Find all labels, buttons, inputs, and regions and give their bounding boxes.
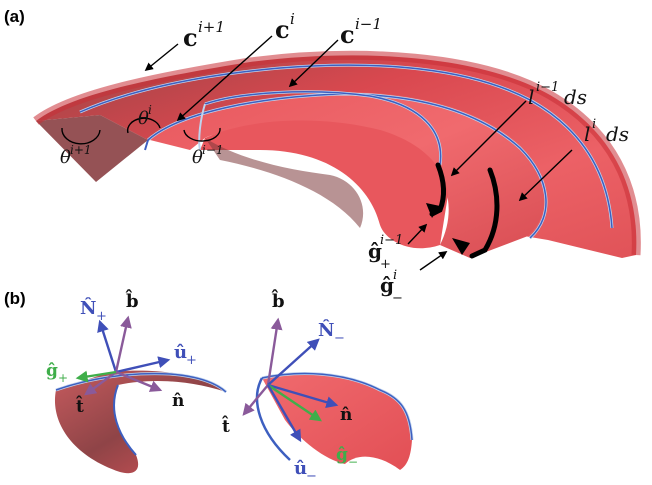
vector-u-minus [266, 384, 302, 443]
svg-text:ĝ: ĝ [368, 239, 382, 263]
svg-text:ĝ: ĝ [46, 361, 58, 381]
svg-text:+: + [380, 257, 391, 272]
svg-text:i−1: i−1 [355, 15, 382, 33]
svg-text:−: − [348, 455, 358, 469]
svg-text:û: û [294, 458, 307, 479]
angle-arc-next [61, 127, 101, 145]
svg-text:l: l [528, 85, 534, 109]
label-g-minus: ĝ − i [380, 268, 403, 306]
angle-arcs [61, 117, 221, 145]
svg-text:i: i [148, 103, 152, 117]
svg-text:ĝ: ĝ [336, 445, 348, 465]
svg-text:i: i [290, 10, 295, 28]
surface-b-left [54, 370, 228, 474]
vectors-b-right [242, 317, 339, 443]
svg-text:c: c [183, 23, 198, 52]
svg-text:i: i [393, 268, 397, 283]
svg-text:+: + [186, 353, 197, 368]
length-arrowheads [426, 203, 470, 255]
svg-text:l: l [584, 122, 590, 146]
length-segment-cur [469, 167, 500, 259]
length-segment-prev [429, 162, 447, 217]
surface-shadow-tail [205, 138, 364, 228]
vector-n-right [267, 383, 339, 409]
vector-N-minus [267, 338, 320, 386]
vector-u-plus [115, 356, 171, 374]
label-c-next: c i+1 [183, 18, 225, 52]
vector-b-right [266, 317, 283, 386]
svg-text:c: c [275, 15, 290, 44]
surface-b-right [255, 372, 414, 470]
pointer-arrows [144, 35, 573, 271]
svg-text:θ: θ [60, 147, 71, 168]
label-c-cur: c i [275, 10, 295, 44]
label-b-right: b̂ [271, 288, 284, 312]
svg-text:N̂: N̂ [318, 319, 334, 341]
label-N-plus: N̂ + [80, 297, 107, 324]
svg-text:N̂: N̂ [80, 297, 96, 319]
vector-b-left [114, 315, 132, 373]
svg-text:i−1: i−1 [536, 80, 559, 95]
vectors-b-left [75, 315, 171, 396]
svg-text:i−1: i−1 [202, 143, 224, 157]
angle-arc-prev [183, 127, 221, 142]
label-length-prev: l i−1 ds [528, 80, 587, 109]
label-g-plus-b: ĝ + [46, 361, 68, 385]
label-b-left: b̂ [125, 288, 138, 312]
svg-text:−: − [306, 469, 317, 484]
svg-text:i+1: i+1 [70, 143, 92, 157]
panel-b-label: (b) [4, 289, 26, 308]
svg-text:+: + [96, 309, 107, 324]
svg-text:i−1: i−1 [380, 233, 403, 248]
panel-a-label: (a) [4, 7, 25, 26]
label-theta-cur: θ i [138, 103, 152, 129]
surface-strip-inner [144, 90, 548, 258]
label-u-minus: û − [294, 458, 317, 484]
svg-text:ĝ: ĝ [380, 273, 394, 297]
svg-text:i: i [592, 117, 596, 132]
svg-text:ds: ds [606, 122, 629, 146]
vector-g-minus [267, 384, 322, 422]
surface-strip-outer [33, 50, 641, 258]
label-length-cur: l i ds [584, 117, 629, 146]
label-g-minus-b: ĝ − [336, 445, 358, 469]
length-segments [429, 162, 500, 259]
svg-text:−: − [392, 291, 403, 306]
label-t-left: t̂ [75, 396, 84, 417]
vector-n-left [115, 370, 163, 392]
label-n-left: n̂ [172, 391, 184, 411]
vector-g-plus [75, 370, 117, 383]
label-N-minus: N̂ − [318, 319, 345, 346]
vector-t-left [84, 371, 117, 396]
label-t-right: t̂ [221, 416, 230, 437]
vector-t-right [242, 384, 269, 416]
svg-text:ds: ds [564, 85, 587, 109]
label-theta-next: θ i+1 [60, 143, 92, 168]
svg-text:i+1: i+1 [198, 18, 225, 36]
angle-arc-cur [126, 117, 161, 134]
svg-text:û: û [174, 342, 187, 363]
svg-text:θ: θ [192, 147, 203, 168]
label-c-prev: c i−1 [340, 15, 382, 49]
svg-text:θ: θ [138, 108, 149, 129]
label-g-plus: ĝ + i−1 [368, 233, 403, 272]
label-u-plus: û + [174, 342, 197, 368]
label-n-right: n̂ [340, 405, 352, 425]
svg-text:c: c [340, 20, 355, 49]
svg-text:+: + [58, 371, 68, 385]
vector-N-plus [97, 319, 118, 373]
label-theta-prev: θ i−1 [192, 143, 224, 168]
svg-text:−: − [334, 331, 345, 346]
